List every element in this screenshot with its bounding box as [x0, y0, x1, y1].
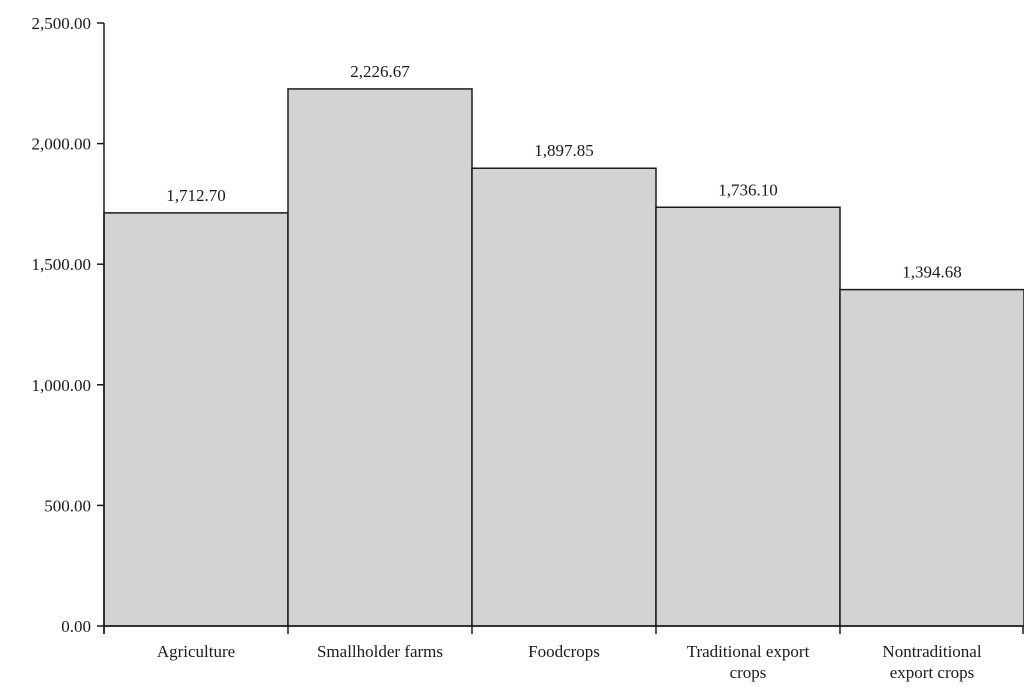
- data-label: 1,712.70: [166, 186, 226, 205]
- x-tick-label: Agriculture: [157, 642, 235, 661]
- bar: [287, 88, 473, 627]
- data-label: 1,736.10: [718, 180, 778, 199]
- y-tick-label: 500.00: [44, 496, 91, 515]
- bar: [655, 206, 841, 627]
- data-label: 1,394.68: [902, 263, 962, 282]
- x-tick-label: Traditional export crops: [687, 642, 810, 682]
- x-axis: Agriculture Smallholder farms Foodcrops Tra…: [103, 625, 1024, 682]
- bars-group: [103, 88, 1024, 627]
- data-label: 1,897.85: [534, 141, 594, 160]
- y-tick-label: 1,000.00: [32, 376, 92, 395]
- y-tick-label: 2,500.00: [32, 14, 92, 33]
- y-tick-label: 2,000.00: [32, 135, 92, 154]
- y-axis: 0.00 500.00 1,000.00 1,500.00 2,000.00 2,500.…: [32, 14, 105, 636]
- data-labels-group: 1,712.70 2,226.67 1,897.85 1,736.10 1,394.68: [166, 62, 962, 282]
- y-tick-label: 0.00: [61, 617, 91, 636]
- data-label: 2,226.67: [350, 62, 410, 81]
- bar: [839, 288, 1024, 627]
- x-tick-label: Foodcrops: [528, 642, 600, 661]
- x-tick-label: Smallholder farms: [317, 642, 443, 661]
- bar: [103, 212, 289, 627]
- x-tick-label: Nontraditional export crops: [882, 642, 981, 682]
- y-tick-label: 1,500.00: [32, 255, 92, 274]
- bar: [471, 167, 657, 627]
